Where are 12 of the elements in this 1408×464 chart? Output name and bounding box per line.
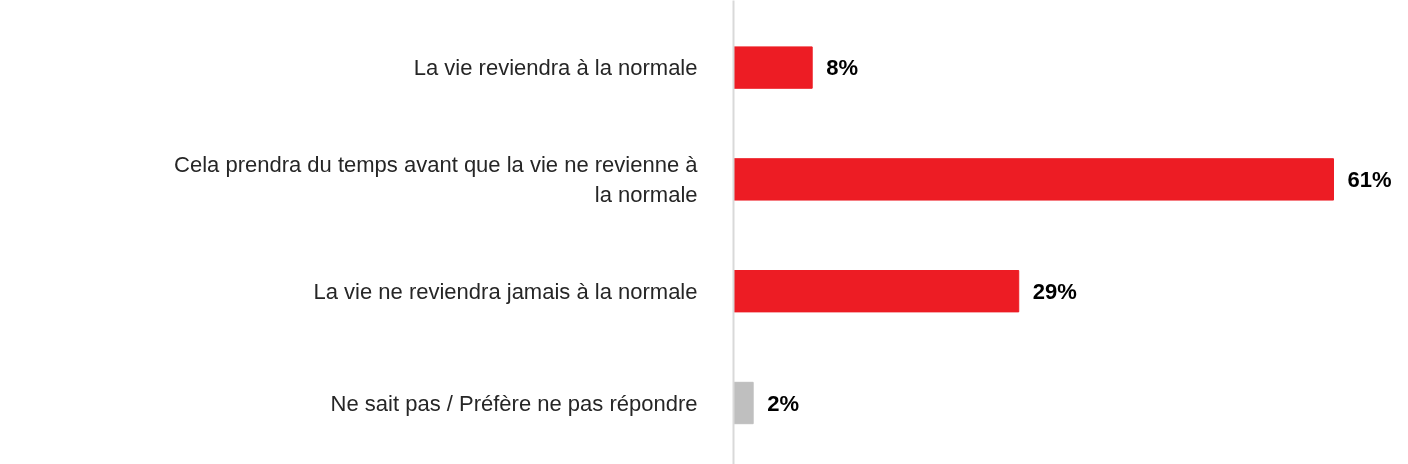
y-tick-label: Cela prendra du temps avant que la vie ne revienne à la normale (174, 151, 699, 207)
y-tick-label: La vie ne reviendra jamais à la normale (313, 278, 698, 304)
bar (733, 158, 1334, 201)
y-tick-label: Ne sait pas / Préfère ne pas répondre (330, 390, 698, 416)
bar (733, 381, 754, 425)
bar (733, 270, 1020, 313)
data-label: 61% (1347, 166, 1392, 192)
bar (733, 46, 813, 89)
data-label: 29% (1032, 278, 1077, 304)
data-label: 8% (826, 55, 858, 81)
data-label: 2% (767, 390, 799, 416)
y-tick-label: La vie reviendra à la normale (413, 55, 698, 81)
